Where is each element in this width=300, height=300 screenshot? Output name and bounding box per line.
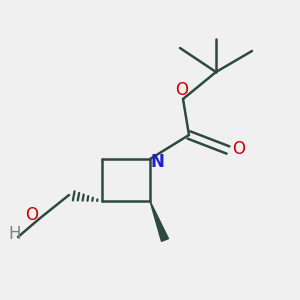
Text: O: O: [175, 81, 188, 99]
Text: H: H: [9, 225, 21, 243]
Text: O: O: [232, 140, 245, 158]
Polygon shape: [150, 201, 169, 241]
Text: N: N: [151, 153, 164, 171]
Text: O: O: [25, 206, 38, 224]
